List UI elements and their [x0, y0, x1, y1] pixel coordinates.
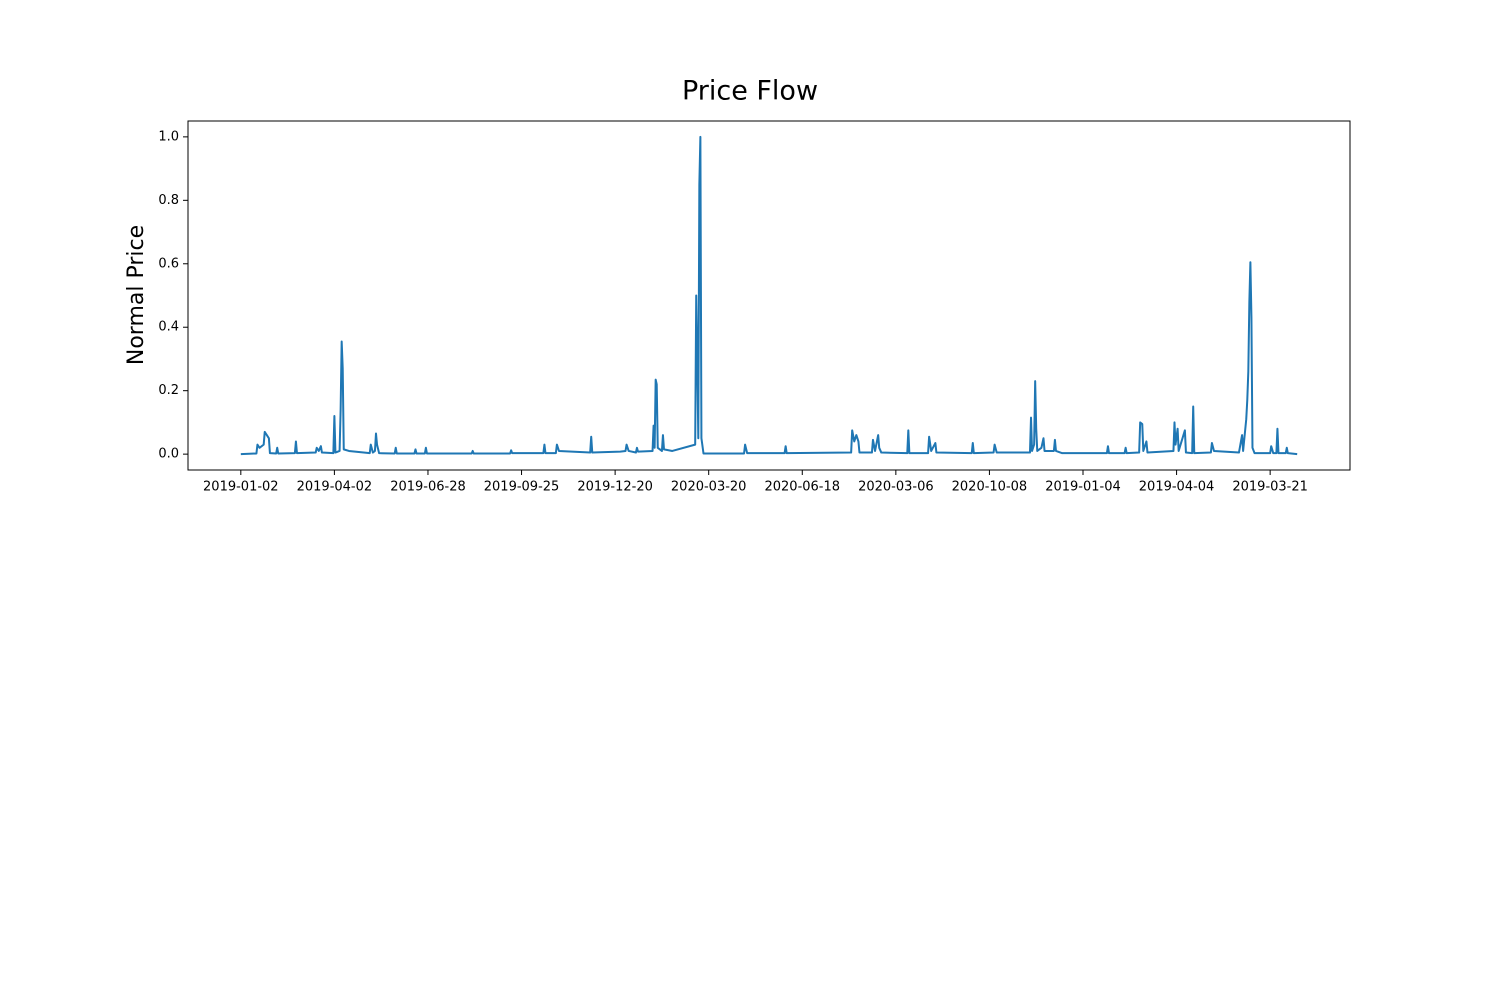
plot-frame: [187, 120, 1351, 471]
x-tick-label: 2020-03-06: [858, 480, 934, 495]
x-tick-label: 2020-03-20: [671, 480, 747, 495]
y-tick-label: 0.6: [158, 256, 179, 271]
x-tick-label: 2020-10-08: [952, 480, 1028, 495]
x-tick-label: 2019-12-20: [577, 480, 653, 495]
x-tick-label: 2019-01-04: [1045, 480, 1121, 495]
price-line: [240, 135, 1298, 456]
x-tick-label: 2019-01-02: [203, 480, 279, 495]
x-tick-label: 2019-03-21: [1232, 480, 1308, 495]
x-tick-label: 2020-06-18: [764, 480, 840, 495]
x-tick-label: 2019-09-25: [484, 480, 560, 495]
y-tick-label: 1.0: [158, 129, 179, 144]
chart-title: Price Flow: [682, 76, 818, 107]
y-axis-label: Normal Price: [124, 225, 149, 365]
y-tick-label: 0.8: [158, 193, 179, 208]
x-tick-label: 2019-06-28: [390, 480, 466, 495]
y-tick-label: 0.2: [158, 383, 179, 398]
y-tick-label: 0.0: [158, 447, 179, 462]
x-tick-label: 2019-04-02: [297, 480, 373, 495]
y-tick-label: 0.4: [158, 320, 179, 335]
x-tick-label: 2019-04-04: [1139, 480, 1215, 495]
